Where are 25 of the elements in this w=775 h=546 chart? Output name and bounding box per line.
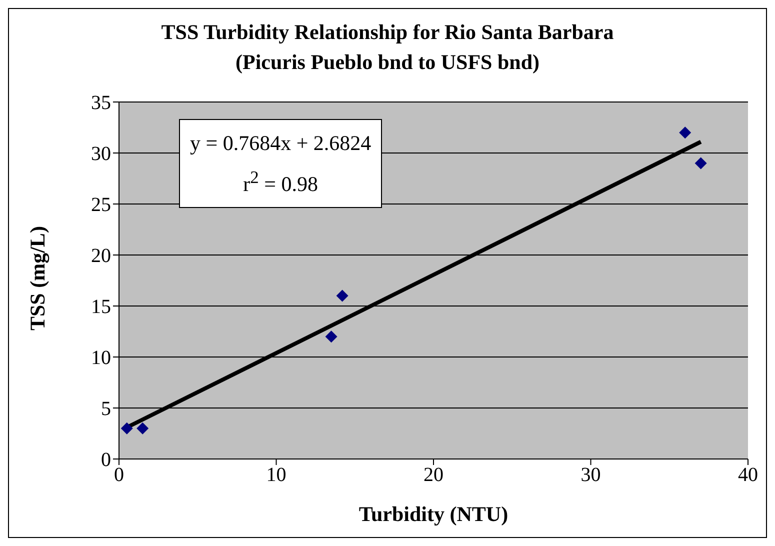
point — [325, 330, 338, 343]
y-tick-label: 5 — [101, 398, 111, 420]
x-tick-label: 20 — [424, 464, 444, 486]
y-tick-label: 30 — [91, 143, 111, 166]
x-tick-label: 30 — [580, 464, 601, 486]
annotation: y = 0.7684x + 2.6824 — [190, 130, 372, 157]
x-tick-label: 10 — [266, 464, 286, 486]
y-tick-label: 15 — [91, 296, 111, 318]
y-tick-label: 10 — [91, 347, 111, 370]
point — [694, 157, 707, 170]
y-tick-label: 25 — [91, 194, 111, 216]
chart-subtitle: (Picuris Pueblo bnd to USFS bnd) — [234, 49, 540, 76]
y-tick-label: 20 — [91, 245, 111, 268]
point — [336, 290, 348, 302]
annotation: r$^{2}$ = 0.98 — [242, 166, 320, 198]
y-tick-label: 0 — [101, 449, 111, 472]
point — [120, 422, 133, 434]
y-axis-title: TSS (mg/L) — [25, 226, 50, 330]
x-axis-title: Turbidity (NTU) — [358, 502, 508, 526]
equation-box: y = 0.7684x + 2.6824 r$^{2}$ = 0.98 — [179, 119, 382, 208]
x-tick-label: 40 — [738, 464, 758, 486]
chart-title: TSS Turbidity Relationship for Rio Santa Barbara — [160, 19, 615, 46]
y-tick-label: 35 — [91, 92, 111, 114]
point — [136, 422, 149, 434]
point — [679, 126, 692, 139]
